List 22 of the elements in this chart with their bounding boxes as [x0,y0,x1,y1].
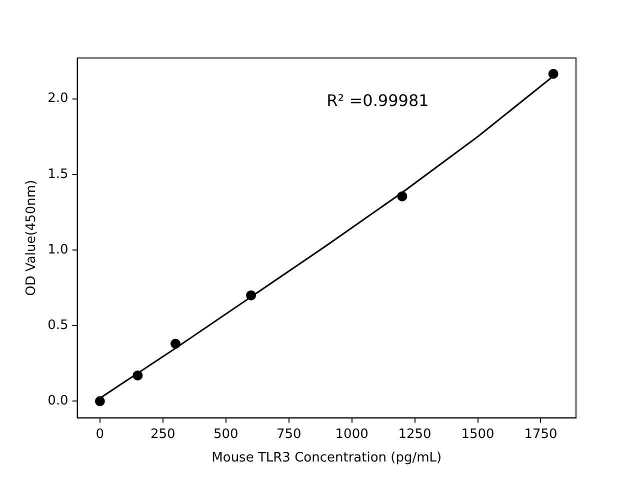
point [397,191,408,202]
x-tick-label: 0 [96,426,104,442]
annotation: R² =0.99981 [326,91,429,110]
x-tick-label: 1500 [461,426,494,442]
x-tick-label: 1750 [524,426,558,442]
x-tick-label: 1250 [398,426,432,442]
x-tick-label: 500 [213,426,238,442]
y-tick-label: 0.5 [48,318,68,333]
y-tick-label: 1.0 [48,242,68,258]
y-tick-label: 2.0 [48,91,68,106]
point [94,396,105,406]
point [170,338,181,349]
y-axis-title: OD Value(450nm) [24,180,40,296]
x-tick-label: 250 [150,426,176,442]
point [548,68,558,79]
x-axis-title: Mouse TLR3 Concentration (pg/mL) [212,450,442,466]
y-tick-label: 0.0 [48,394,68,409]
x-tick-label: 750 [276,426,302,442]
point [132,370,143,380]
y-tick-label: 1.5 [48,166,68,182]
point [246,290,256,300]
x-tick-label: 1000 [335,426,368,442]
